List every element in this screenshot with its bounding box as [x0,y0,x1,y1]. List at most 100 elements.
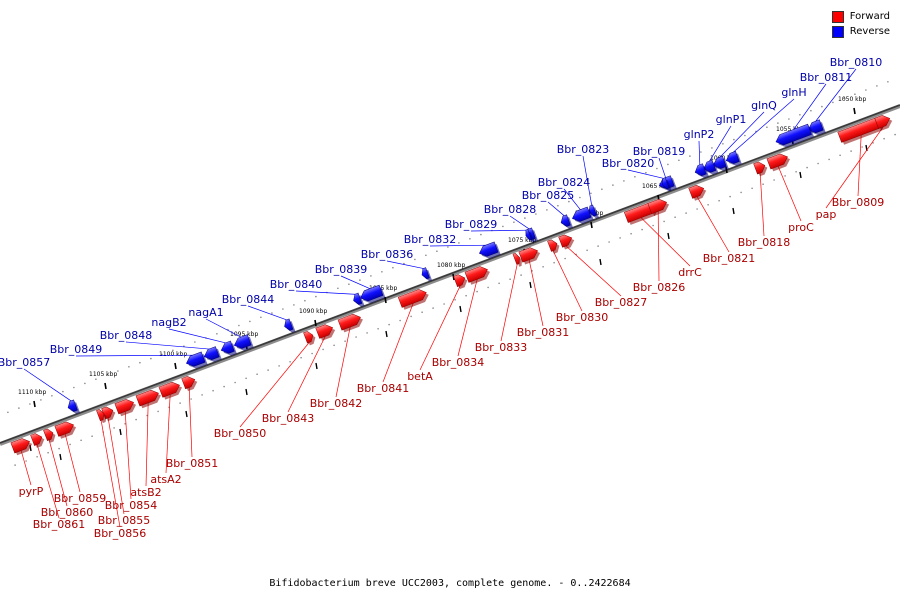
atsB2-leader [145,402,149,487]
nagA1-leader [205,318,242,338]
Bbr_0840-leader [295,290,357,295]
gene-Bbr_0844-gene[interactable] [283,318,296,334]
guide-dot [707,204,709,206]
gene-glnH-gene[interactable] [724,150,742,169]
forward-swatch [831,10,844,23]
guide-dot [124,423,126,425]
gene-Bbr_0861-gene[interactable] [30,431,47,448]
gene-nagA1-gene[interactable] [232,334,254,353]
Bbr_0818-leader [759,173,765,237]
guide-dot [883,137,885,140]
gene-Bbr_0818-gene[interactable] [753,160,770,177]
gene-atsA2-gene[interactable] [158,380,184,401]
Bbr_0851-label: Bbr_0851 [166,457,219,470]
Bbr_0843-label: Bbr_0843 [262,412,315,425]
glnP2-label: glnP2 [684,128,715,141]
guide-dot [557,204,559,207]
gene-Bbr_0832-gene[interactable] [477,241,501,261]
guide-dot [80,439,82,442]
guide-dot [135,418,137,421]
gene-Bbr_0831-arrow [518,247,538,263]
gene-Bbr_0829-gene[interactable] [524,229,535,244]
guide-dot [850,150,852,152]
gene-Bbr_0850-gene[interactable] [303,329,318,346]
gene-pap-gene[interactable] [874,113,894,132]
guide-dot [436,250,438,252]
gene-glnQ-gene[interactable] [711,155,729,174]
gene-Bbr_0827-gene[interactable] [558,232,577,250]
gene-Bbr_0810-gene[interactable] [806,119,826,138]
guide-dot [381,271,383,273]
glnQ-leader [718,111,765,159]
gene-Bbr_0856-gene[interactable] [96,408,108,424]
gene-Bbr_0839-gene[interactable] [359,284,386,306]
gene-Bbr_0849-arrow [186,351,206,367]
gene-Bbr_0834-gene[interactable] [464,264,492,285]
gene-Bbr_0833-gene[interactable] [512,252,524,267]
Bbr_0831-label: Bbr_0831 [517,326,570,339]
gene-atsB2-gene[interactable] [135,387,163,409]
gene-Bbr_0827-arrow [558,234,573,248]
Bbr_0842-label: Bbr_0842 [310,397,363,410]
guide-dot [29,403,31,405]
gene-Bbr_0830-gene[interactable] [547,238,562,254]
guide-dot [828,158,830,161]
gene-proC-gene[interactable] [766,151,792,172]
gene-Bbr_0811-gene[interactable] [774,123,815,150]
gene-Bbr_0836-gene[interactable] [420,267,433,283]
guide-dot [432,307,434,309]
gene-Bbr_0859-gene[interactable] [54,419,78,439]
minor-tick [185,410,188,418]
pyrP-leader [20,450,32,486]
gene-Bbr_0826-gene[interactable] [647,197,671,217]
Bbr_0833-label: Bbr_0833 [475,341,528,354]
gene-Bbr_0857-gene[interactable] [66,399,80,415]
pyrP-label: pyrP [19,485,44,498]
gene-Bbr_0831-gene[interactable] [518,245,542,265]
gene-Bbr_0841-arrow [397,289,427,308]
gene-betA-gene[interactable] [453,272,470,289]
minor-tick [59,453,62,461]
gene-nagA1-arrow [233,334,252,349]
gene-Bbr_0849-gene[interactable] [184,351,208,371]
gene-Bbr_0843-gene[interactable] [315,322,337,341]
gene-pyrP-gene[interactable] [10,436,34,456]
gene-Bbr_0830-arrow [547,239,558,252]
gene-atsA2-arrow [158,381,180,398]
guide-dot [7,411,9,414]
guide-dot [447,246,449,248]
Bbr_0825-label: Bbr_0825 [522,189,575,202]
guide-dot [179,402,181,404]
Bbr_0829-leader [470,229,528,232]
gene-glnP1-gene[interactable] [702,159,719,178]
gene-glnP2-gene[interactable] [693,163,709,180]
guide-dot [766,126,768,128]
guide-dot [865,89,867,91]
axis-tick [33,400,36,408]
gene-Bbr_0840-arrow [353,292,363,305]
axis-tick [174,362,177,370]
gene-Bbr_0841-gene[interactable] [397,287,431,310]
gene-Bbr_0842-gene[interactable] [337,312,365,333]
gene-Bbr_0821-gene[interactable] [688,183,708,202]
guide-dot [689,155,691,157]
gene-Bbr_0854-gene[interactable] [114,397,138,417]
gene-Bbr_0851-gene[interactable] [181,374,200,392]
gene-nagB2-gene[interactable] [219,340,237,358]
gene-Bbr_0848-gene[interactable] [202,346,222,365]
gene-Bbr_0824-gene[interactable] [570,206,594,226]
axis-tick [452,273,455,281]
guide-dot [25,460,27,462]
gene-Bbr_0825-gene[interactable] [559,214,573,230]
gene-Bbr_0860-gene[interactable] [43,427,58,443]
Bbr_0834-label: Bbr_0834 [432,356,485,369]
guide-dot [84,382,86,385]
Bbr_0827-leader [565,245,622,297]
gene-Bbr_0832-arrow [479,241,499,257]
betA-leader [419,285,461,371]
axis-tick [590,221,593,229]
gene-Bbr_0820-gene[interactable] [661,177,672,192]
gene-Bbr_0840-gene[interactable] [352,292,365,308]
Bbr_0843-leader [287,336,326,413]
guide-dot [194,341,196,343]
